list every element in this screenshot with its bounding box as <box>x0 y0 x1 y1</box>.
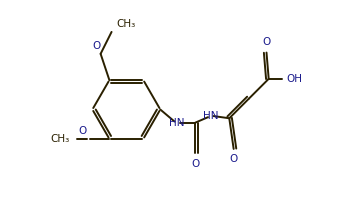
Text: O: O <box>78 126 86 136</box>
Text: CH₃: CH₃ <box>116 19 135 29</box>
Text: HN: HN <box>169 118 184 128</box>
Text: O: O <box>262 37 271 47</box>
Text: CH₃: CH₃ <box>51 134 70 144</box>
Text: OH: OH <box>286 74 302 84</box>
Text: O: O <box>230 154 238 164</box>
Text: O: O <box>191 159 199 169</box>
Text: O: O <box>93 41 100 51</box>
Text: HN: HN <box>203 111 219 121</box>
